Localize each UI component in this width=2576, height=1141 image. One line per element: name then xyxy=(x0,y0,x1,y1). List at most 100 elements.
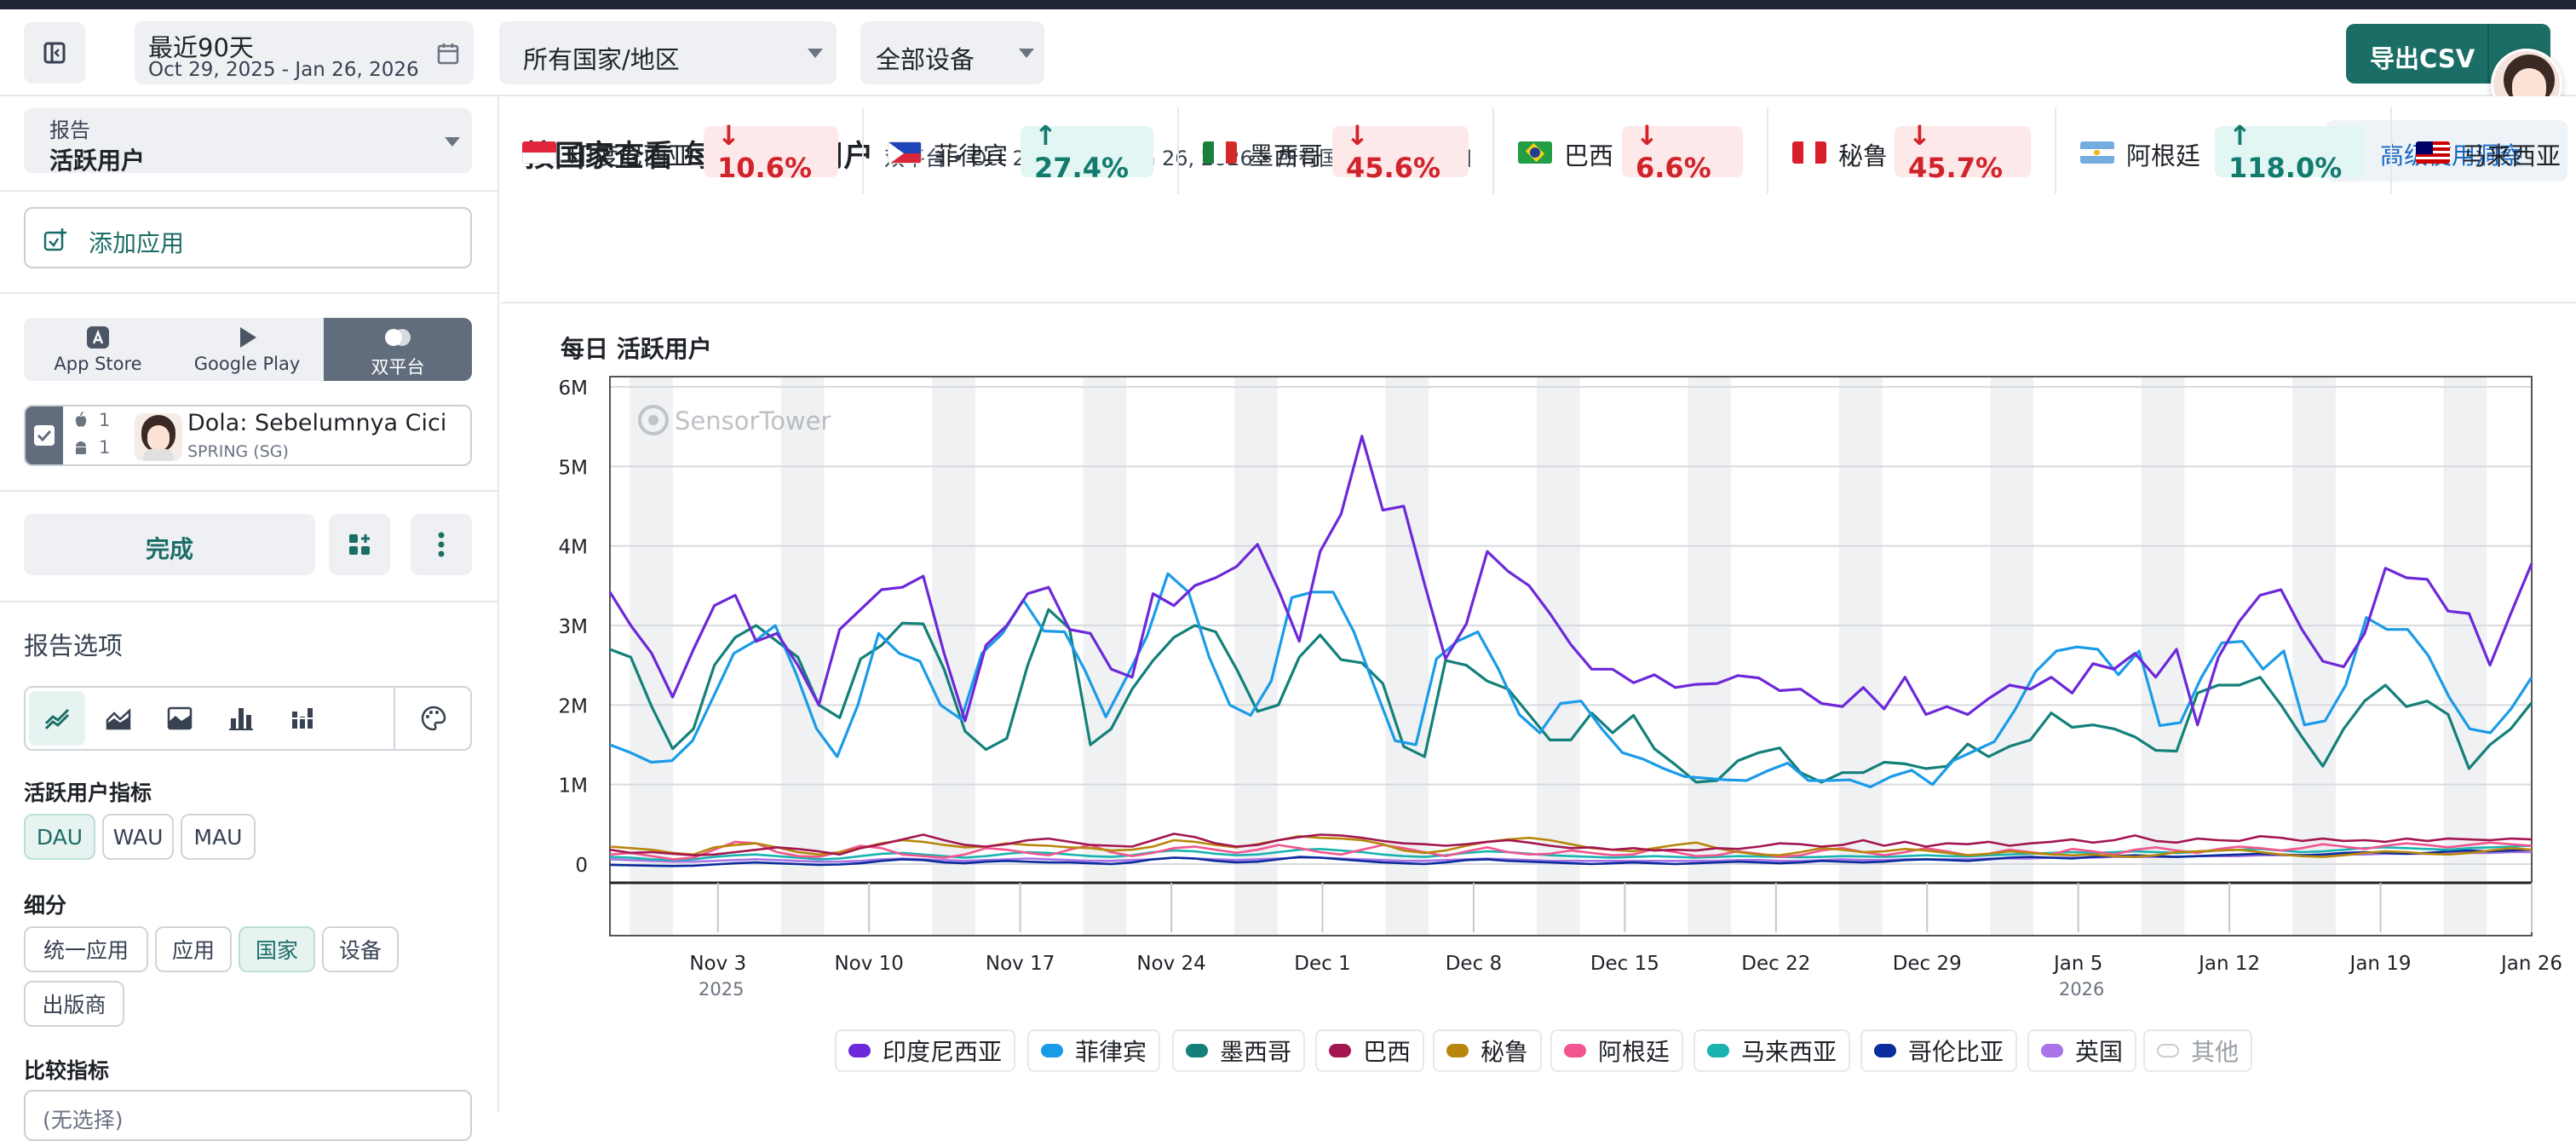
legend-item-philippines[interactable]: 菲律宾 xyxy=(1027,1029,1161,1072)
legend-swatch xyxy=(1564,1044,1586,1057)
legend-item-indonesia[interactable]: 印度尼西亚 xyxy=(835,1029,1016,1072)
app-store-icon xyxy=(87,326,109,349)
legend-swatch xyxy=(1446,1044,1469,1057)
x-tick-label: Dec 1 xyxy=(1294,953,1350,975)
chart-title: 每日 活跃用户 xyxy=(561,335,712,363)
weekend-band xyxy=(2443,377,2487,936)
legend-item-argentina[interactable]: 阿根廷 xyxy=(1550,1029,1684,1072)
chart-type-line-button[interactable] xyxy=(29,691,85,746)
date-range-label: 最近90天 xyxy=(148,33,254,62)
tab-app-store[interactable]: App Store xyxy=(24,318,172,381)
y-tick-label: 2M xyxy=(559,695,588,717)
stacked-area-icon xyxy=(167,706,193,730)
breakdown-device[interactable]: 设备 xyxy=(322,926,399,972)
legend-item-other[interactable]: 其他 xyxy=(2143,1029,2253,1072)
legend-item-malaysia[interactable]: 马来西亚 xyxy=(1693,1029,1851,1072)
flag-indonesia-icon xyxy=(522,141,556,164)
stacked-bar-icon xyxy=(292,708,313,729)
series-line-3 xyxy=(609,833,2533,857)
series-line-4 xyxy=(609,834,2533,858)
app-card[interactable]: 1 1 Dola: Sebelumnya Cici SPRING (SG) xyxy=(24,405,472,466)
report-select[interactable]: 报告 活跃用户 xyxy=(24,108,472,175)
metric-mau[interactable]: MAU xyxy=(181,814,256,860)
breakdown-app[interactable]: 应用 xyxy=(155,926,232,972)
toggle-sidebar-button[interactable] xyxy=(24,22,85,84)
date-range-picker[interactable]: 最近90天 Oct 29, 2025 - Jan 26, 2026 xyxy=(135,21,474,84)
weekend-band xyxy=(630,377,674,936)
chevron-down-icon xyxy=(445,137,460,147)
legend-label: 其他 xyxy=(2191,1038,2240,1066)
tab-google-play-label: Google Play xyxy=(193,354,301,374)
kpi-divider xyxy=(862,107,864,194)
x-tick-label: Jan 5 xyxy=(2052,953,2102,975)
tab-both-platforms[interactable]: 双平台 xyxy=(324,318,472,381)
checkmark-icon xyxy=(37,429,52,442)
more-options-button[interactable] xyxy=(411,514,472,575)
device-select[interactable]: 全部设备 xyxy=(860,21,1044,84)
compare-select-value: (无选择) xyxy=(43,1108,124,1132)
legend-label: 秘鲁 xyxy=(1481,1038,1529,1066)
app-checkbox-area[interactable] xyxy=(26,406,63,464)
x-tick-label: Nov 24 xyxy=(1136,953,1205,975)
legend-item-uk[interactable]: 英国 xyxy=(2027,1029,2137,1072)
breakdown-country[interactable]: 国家 xyxy=(239,926,315,972)
kpi-country-argentina: 阿根廷 xyxy=(2126,141,2201,170)
chart-type-stacked-bar-button[interactable] xyxy=(274,691,331,746)
export-csv-label: 导出CSV xyxy=(2370,44,2475,73)
grid-plus-icon xyxy=(349,534,370,555)
legend-swatch xyxy=(1186,1044,1208,1057)
chart-type-area-button[interactable] xyxy=(90,691,147,746)
report-label: 报告 xyxy=(49,118,90,142)
breakdown-unified-app[interactable]: 统一应用 xyxy=(24,926,148,972)
palette-button[interactable] xyxy=(405,691,462,746)
x-tick-label: Nov 17 xyxy=(986,953,1055,975)
breakdown-publisher[interactable]: 出版商 xyxy=(24,981,124,1027)
done-button[interactable]: 完成 xyxy=(24,514,315,575)
metric-dau[interactable]: DAU xyxy=(24,814,95,860)
more-vertical-icon xyxy=(438,532,445,557)
kpi-country-philippines: 菲律宾 xyxy=(934,141,1009,170)
chart-type-bar-button[interactable] xyxy=(213,691,269,746)
chart-type-stacked-area-button[interactable] xyxy=(152,691,208,746)
line-chart-icon xyxy=(44,708,70,730)
kpi-divider xyxy=(1492,107,1494,194)
legend-swatch xyxy=(2041,1044,2063,1057)
app-checkbox[interactable] xyxy=(34,425,55,446)
x-tick-label: Dec 22 xyxy=(1741,953,1810,975)
y-tick-label: 1M xyxy=(559,775,588,798)
metric-wau[interactable]: WAU xyxy=(102,814,174,860)
x-tick-label: Dec 8 xyxy=(1446,953,1502,975)
add-app-button[interactable]: 添加应用 xyxy=(24,207,472,268)
country-select[interactable]: 所有国家/地区 xyxy=(499,21,837,84)
platform-tabs: App Store Google Play 双平台 xyxy=(24,318,472,381)
tab-google-play[interactable]: Google Play xyxy=(172,318,322,381)
legend-swatch xyxy=(2157,1044,2179,1057)
breakdown-title: 细分 xyxy=(24,893,67,918)
divider xyxy=(0,490,499,492)
date-range-dates: Oct 29, 2025 - Jan 26, 2026 xyxy=(148,59,419,81)
flag-peru-icon xyxy=(1792,141,1826,164)
android-count: 1 xyxy=(99,437,111,458)
legend-item-colombia[interactable]: 哥伦比亚 xyxy=(1860,1029,2018,1072)
legend-item-mexico[interactable]: 墨西哥 xyxy=(1172,1029,1306,1072)
compare-title: 比较指标 xyxy=(24,1058,110,1083)
legend-item-peru[interactable]: 秘鲁 xyxy=(1433,1029,1543,1072)
legend-swatch xyxy=(1707,1044,1729,1057)
app-name: Dola: Sebelumnya Cici xyxy=(187,410,447,436)
report-value: 活跃用户 xyxy=(49,147,146,175)
legend-item-brazil[interactable]: 巴西 xyxy=(1315,1029,1425,1072)
apple-icon xyxy=(75,412,87,427)
kpi-change-peru: ↓ 45.7% xyxy=(1895,119,2031,184)
toolbar-divider xyxy=(394,688,395,749)
series-line-7 xyxy=(609,848,2533,867)
compare-select[interactable]: (无选择) xyxy=(24,1090,472,1141)
add-group-button[interactable] xyxy=(329,514,390,575)
flag-brazil-icon xyxy=(1518,141,1552,164)
kpi-change-argentina: ↑ 118.0% xyxy=(2215,119,2365,184)
weekend-band xyxy=(1688,377,1732,936)
legend-label: 马来西亚 xyxy=(1741,1038,1837,1066)
flag-malaysia-icon xyxy=(2416,141,2450,164)
dau-line-chart[interactable]: SensorTower 6M 5M 4M 3M 2M 1M 0 Nov 3 2025 Nov 1… xyxy=(528,366,2573,1014)
watermark-text: SensorTower xyxy=(675,406,831,435)
series-line-2 xyxy=(609,608,2533,784)
